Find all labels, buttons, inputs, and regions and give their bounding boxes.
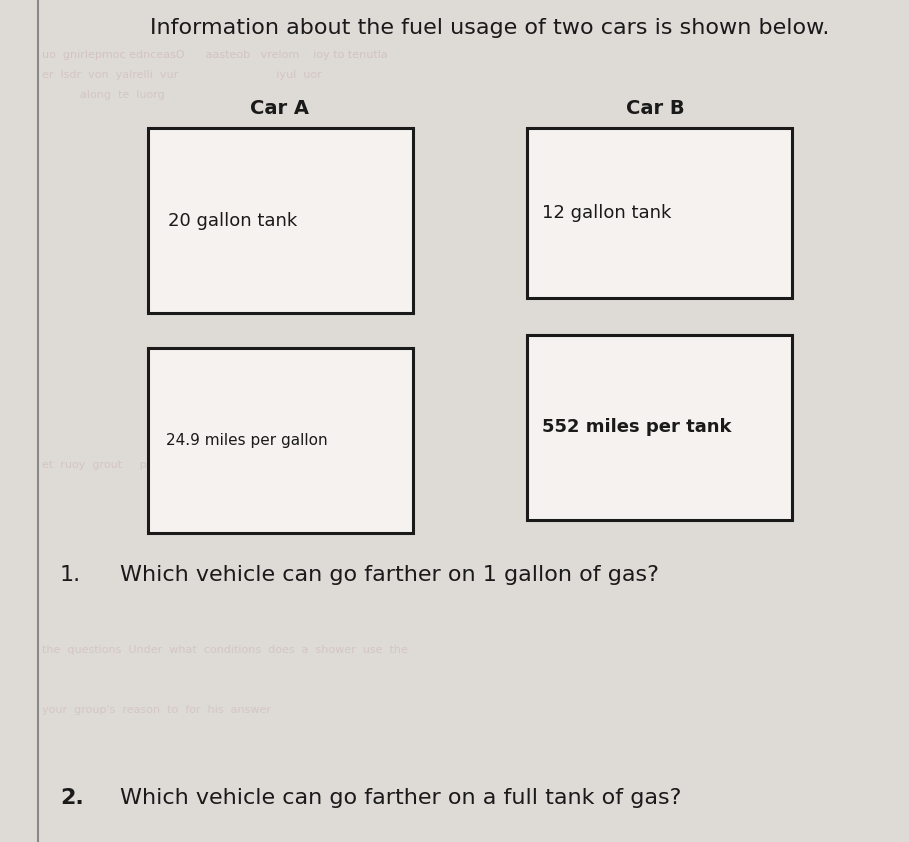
- Text: along  te  luorg: along te luorg: [80, 90, 165, 100]
- Bar: [527, 335, 792, 520]
- Text: Car A: Car A: [251, 99, 309, 118]
- Text: 20 gallon tank: 20 gallon tank: [168, 211, 297, 230]
- Text: er  lsdr  von  yalrelli  vur                            iyul  uor: er lsdr von yalrelli vur iyul uor: [42, 70, 322, 80]
- Bar: [148, 128, 413, 313]
- Text: the  questions  Under  what  conditions  does  a  shower  use  the: the questions Under what conditions does…: [42, 645, 408, 655]
- Text: 552 miles per tank: 552 miles per tank: [542, 418, 732, 436]
- Text: 12 gallon tank: 12 gallon tank: [542, 204, 672, 222]
- Text: Which vehicle can go farther on 1 gallon of gas?: Which vehicle can go farther on 1 gallon…: [120, 565, 659, 585]
- Text: 1.: 1.: [60, 565, 81, 585]
- Text: 2.: 2.: [60, 788, 84, 808]
- Text: Car B: Car B: [625, 99, 684, 118]
- Text: et  ruoy  grout     poster  sho  udc  frctu   os: et ruoy grout poster sho udc frctu os: [42, 460, 285, 470]
- Text: Which vehicle can go farther on a full tank of gas?: Which vehicle can go farther on a full t…: [120, 788, 682, 808]
- Bar: [148, 348, 413, 533]
- Text: your  group's  reason  to  for  his  answer: your group's reason to for his answer: [42, 705, 271, 715]
- Text: uo  gnirlepmoc ednceasO      aasteob   vrelom    ioy to tenutla: uo gnirlepmoc ednceasO aasteob vrelom io…: [42, 50, 388, 60]
- Text: 24.9 miles per gallon: 24.9 miles per gallon: [166, 433, 327, 448]
- Text: Information about the fuel usage of two cars is shown below.: Information about the fuel usage of two …: [150, 18, 830, 38]
- Bar: [527, 128, 792, 298]
